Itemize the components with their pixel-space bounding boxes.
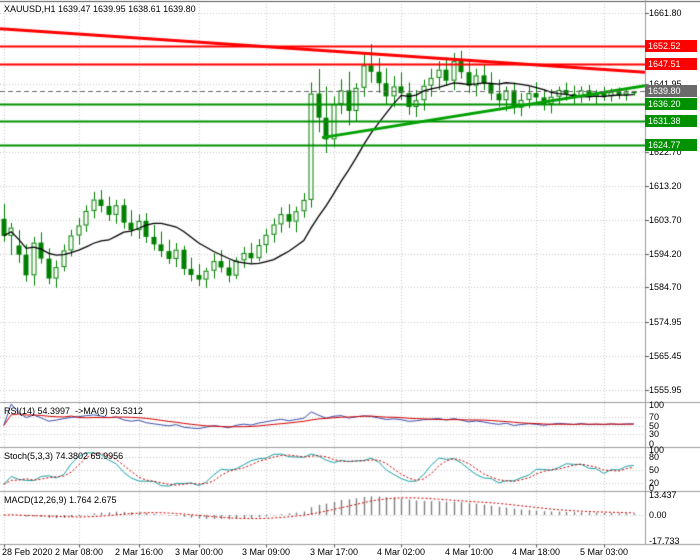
stochastic-scale-label: 50 <box>649 465 660 475</box>
price-tick-label: 1641.95 <box>649 79 682 89</box>
price-tick-label: 1565.45 <box>649 351 682 361</box>
time-label: 4 Mar 10:00 <box>444 547 494 557</box>
time-axis[interactable]: 28 Feb 2020 2 Mar 08:00 2 Mar 16:00 3 Mar 0… <box>0 545 700 560</box>
time-label: 3 Mar 17:00 <box>309 547 359 557</box>
price-tick-label: 1594.20 <box>649 249 682 259</box>
level-price-badge: 1647.51 <box>645 58 697 70</box>
macd-scale-label: -17.733 <box>649 536 680 546</box>
macd-indicator-header: MACD(12,26,9) 1.764 2.675 <box>4 495 117 505</box>
current-price-badge: 1639.80 <box>645 85 697 97</box>
level-price-badge: 1652.52 <box>645 40 697 52</box>
rsi-indicator-header: RSI(14) 54.3997 ->MA(9) 53.5312 <box>4 406 143 416</box>
time-label: 2 Mar 16:00 <box>114 547 164 557</box>
chart-ohlc-header: XAUUSD,H1 1639.47 1639.95 1638.61 1639.8… <box>4 4 196 14</box>
stochastic-scale-label: 80 <box>649 452 660 462</box>
time-label: 28 Feb 2020 <box>2 547 53 557</box>
macd-scale-label: 0.00 <box>649 510 667 520</box>
time-label: 3 Mar 09:00 <box>241 547 291 557</box>
price-tick-label: 1661.80 <box>649 8 682 18</box>
level-price-badge: 1631.38 <box>645 115 697 127</box>
price-tick-label: 1613.20 <box>649 181 682 191</box>
price-tick-label: 1574.95 <box>649 317 682 327</box>
time-label: 2 Mar 08:00 <box>54 547 104 557</box>
stochastic-scale-label: 20 <box>649 478 660 488</box>
price-axis[interactable]: 1661.80 1641.95 1622.70 1613.20 1603.70 1594.… <box>645 0 700 546</box>
price-tick-label: 1622.70 <box>649 147 682 157</box>
stochastic-scale-label: 0 <box>649 483 655 493</box>
rsi-scale-label: 70 <box>649 412 660 422</box>
rsi-scale-label: 50 <box>649 421 660 431</box>
time-label: 5 Mar 03:00 <box>579 547 629 557</box>
price-tick-label: 1584.70 <box>649 282 682 292</box>
level-price-badge: 1636.20 <box>645 98 697 110</box>
rsi-scale-label: 0 <box>649 439 655 449</box>
time-label: 3 Mar 00:00 <box>174 547 224 557</box>
rsi-scale-label: 30 <box>649 429 660 439</box>
time-label: 4 Mar 18:00 <box>511 547 561 557</box>
stochastic-scale-label: 100 <box>649 445 665 455</box>
time-label: 4 Mar 02:00 <box>376 547 426 557</box>
rsi-scale-label: 100 <box>649 400 665 410</box>
level-price-badge: 1624.77 <box>645 139 697 151</box>
macd-scale-label: 13.437 <box>649 490 677 500</box>
price-tick-label: 1603.70 <box>649 215 682 225</box>
price-tick-label: 1555.95 <box>649 385 682 395</box>
stochastic-indicator-header: Stoch(5,3,3) 74.3802 65.9956 <box>4 451 124 461</box>
